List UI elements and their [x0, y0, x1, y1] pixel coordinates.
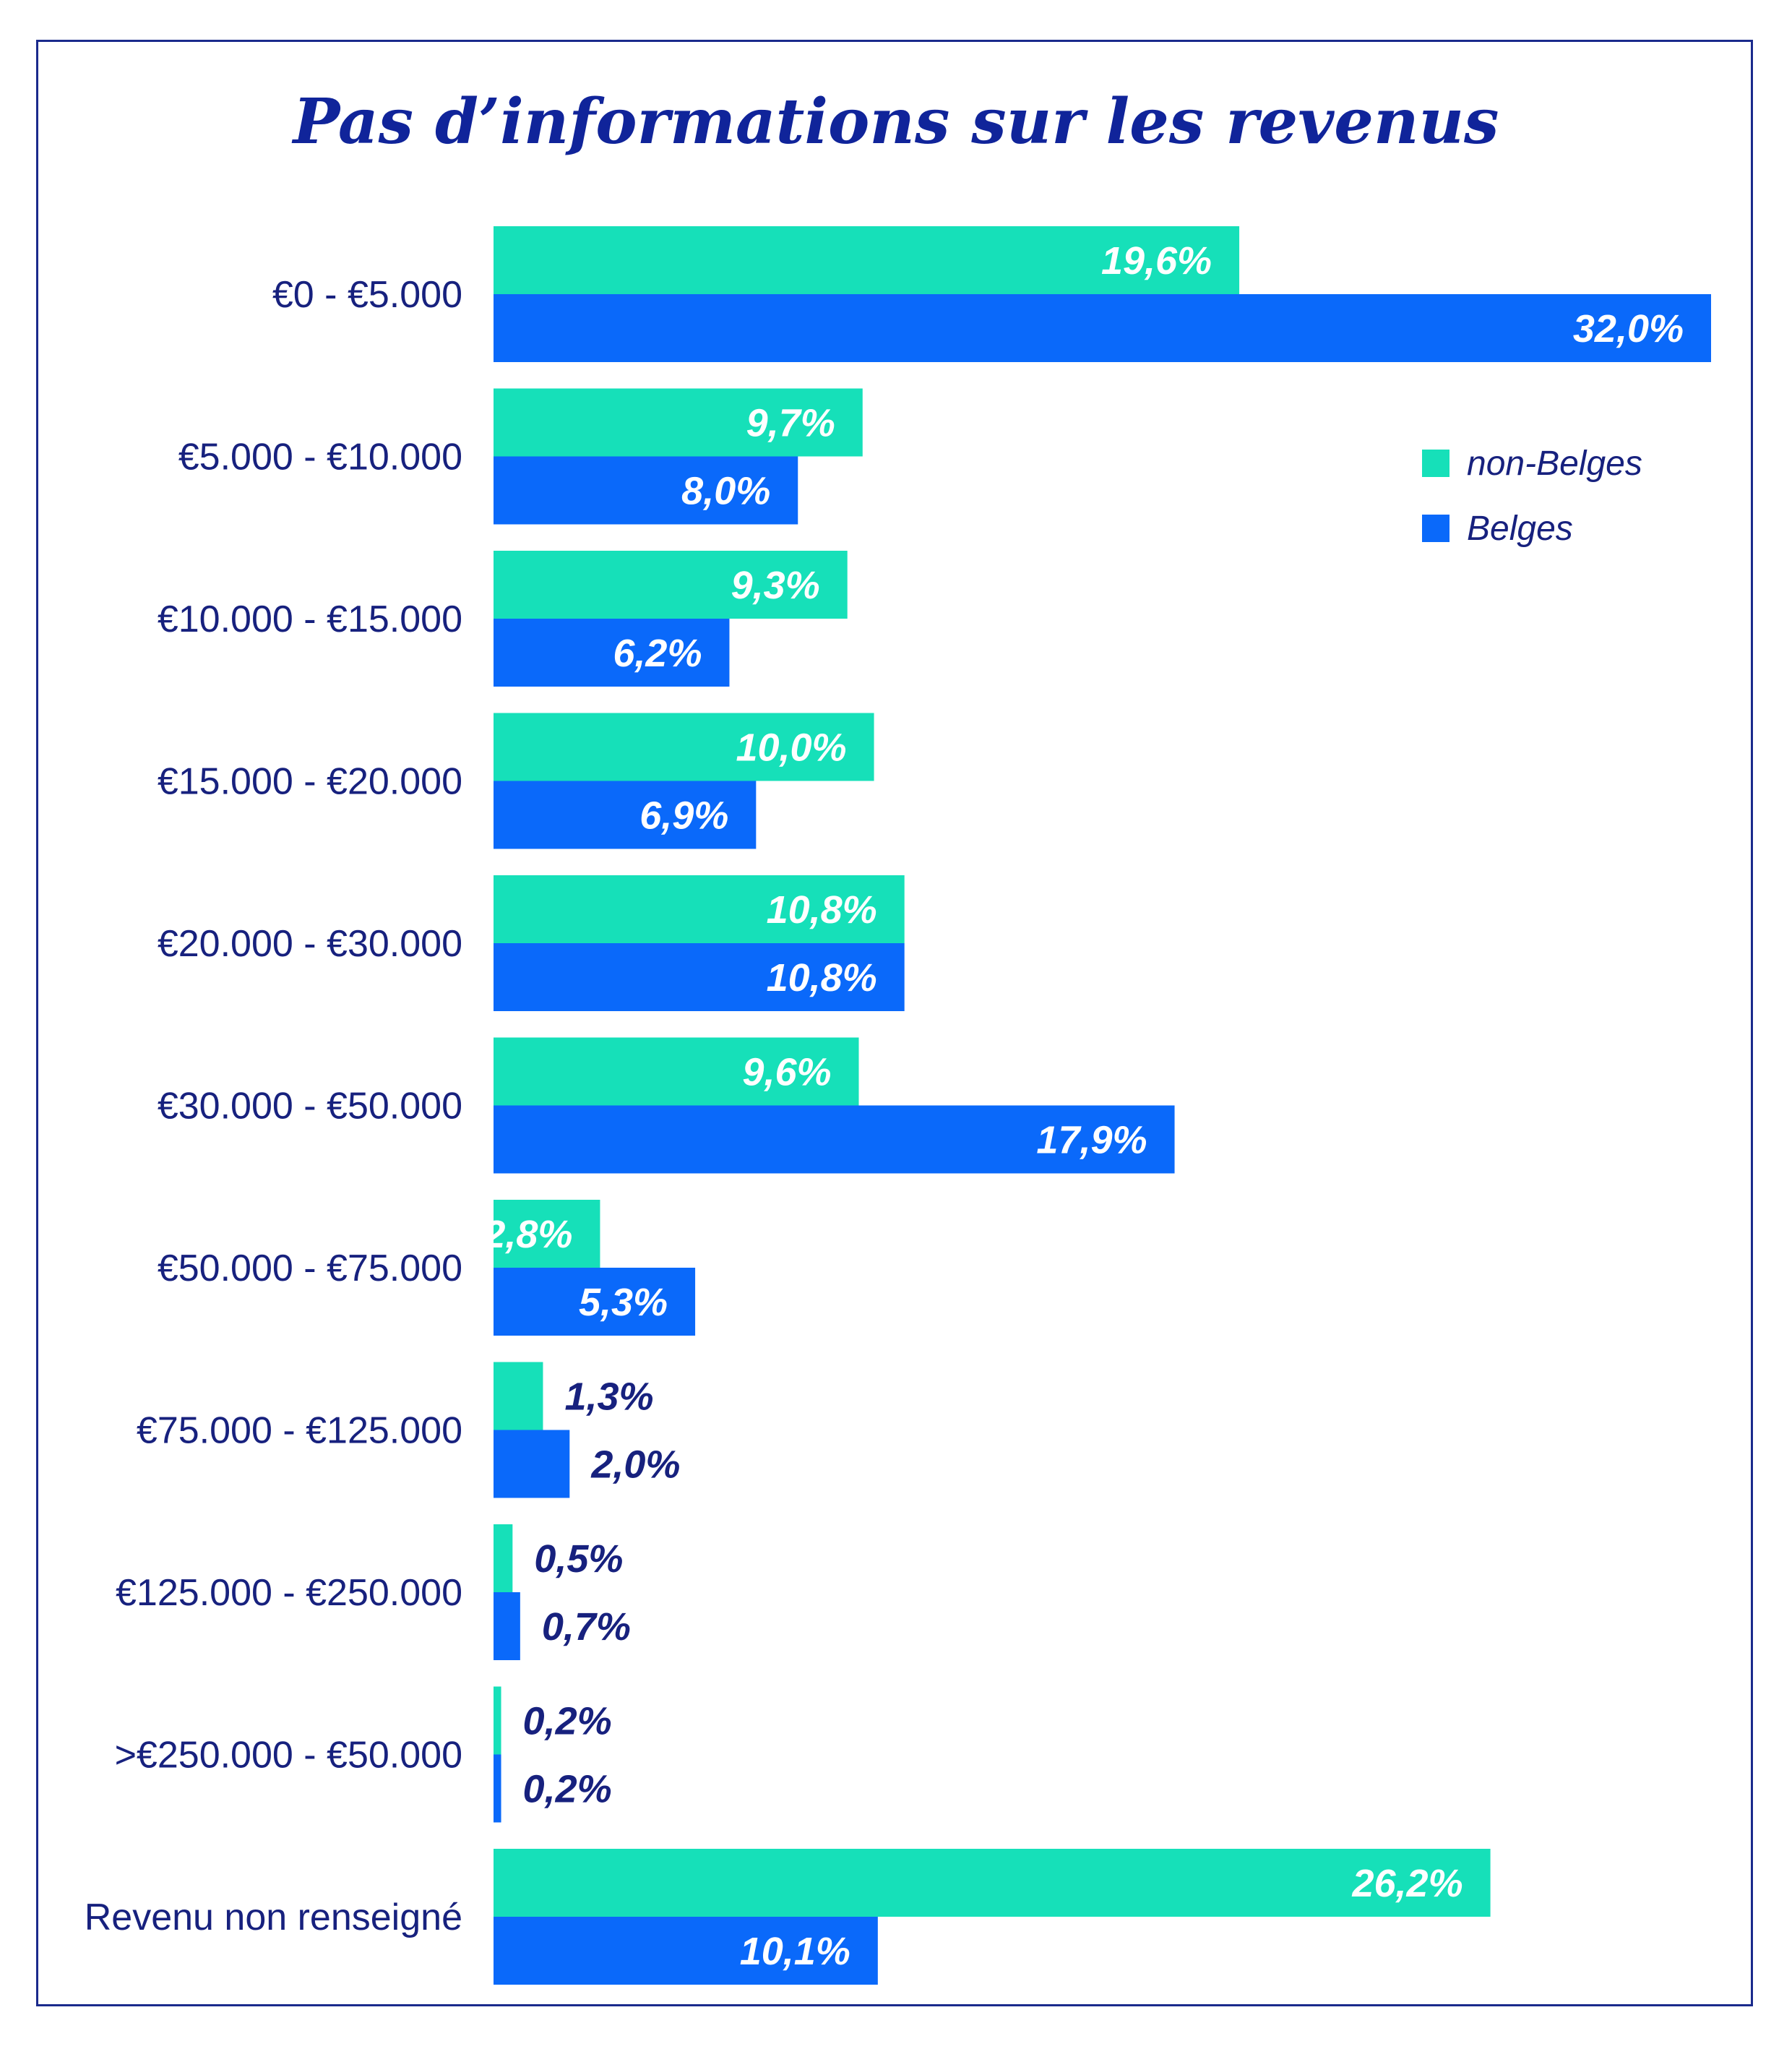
data-label: 6,9% [639, 794, 728, 838]
bar-non-belges [494, 1849, 1491, 1917]
bar-non-belges [494, 226, 1240, 294]
bar-belges [494, 1268, 696, 1336]
data-label: 10,8% [767, 888, 877, 932]
data-label: 19,6% [1101, 239, 1212, 283]
data-label: 1,3% [564, 1375, 653, 1419]
data-label: 0,7% [542, 1605, 631, 1649]
bar-non-belges [494, 875, 905, 943]
bar-belges [494, 619, 730, 687]
data-label: 10,0% [736, 726, 846, 770]
category-label: €5.000 - €10.000 [178, 437, 462, 478]
bar-belges [494, 1917, 878, 1985]
category-label: €75.000 - €125.000 [137, 1410, 462, 1452]
category-label: €0 - €5.000 [272, 274, 462, 316]
bar-belges [494, 456, 798, 525]
bar-non-belges [494, 388, 863, 457]
data-label: 2,8% [483, 1213, 572, 1256]
data-label: 26,2% [1351, 1862, 1463, 1905]
bar-non-belges [494, 1200, 600, 1268]
category-label: €10.000 - €15.000 [158, 598, 462, 640]
data-label: 9,7% [746, 402, 835, 445]
data-label: 0,5% [534, 1537, 623, 1581]
bar-non-belges [494, 551, 848, 619]
data-label: 9,3% [731, 564, 820, 607]
bar-non-belges [494, 1686, 501, 1755]
data-label: 8,0% [681, 470, 770, 513]
category-label: >€250.000 - €50.000 [115, 1735, 462, 1777]
bar-non-belges [494, 1362, 543, 1430]
category-label: €30.000 - €50.000 [158, 1086, 462, 1127]
bar-non-belges [494, 713, 874, 781]
bar-belges [494, 294, 1711, 362]
data-label: 17,9% [1036, 1119, 1147, 1162]
category-label: Revenu non renseigné [85, 1896, 462, 1938]
data-label: 32,0% [1573, 307, 1684, 351]
bar-belges [494, 1430, 570, 1498]
data-label: 0,2% [523, 1700, 612, 1743]
chart-title: Pas d’informations sur les revenus [293, 85, 1499, 158]
category-label: €125.000 - €250.000 [116, 1572, 462, 1614]
chart-frame [36, 40, 1753, 2006]
bar-non-belges [494, 1037, 859, 1106]
bar-belges [494, 1592, 520, 1660]
data-label: 6,2% [613, 632, 702, 675]
data-label: 10,1% [740, 1930, 850, 1973]
data-label: 0,2% [523, 1768, 612, 1811]
category-label: €20.000 - €30.000 [158, 923, 462, 965]
data-label: 10,8% [767, 956, 877, 1000]
data-label: 5,3% [579, 1281, 668, 1324]
category-label: €50.000 - €75.000 [158, 1247, 462, 1289]
bar-non-belges [494, 1524, 513, 1592]
legend-swatch-belges [1422, 515, 1449, 542]
legend-label: Belges [1467, 510, 1573, 548]
legend-swatch-non-belges [1422, 450, 1449, 477]
bar-belges [494, 1754, 501, 1823]
bar-belges [494, 943, 905, 1011]
bar-belges [494, 781, 757, 849]
category-label: €15.000 - €20.000 [158, 761, 462, 803]
data-label: 9,6% [742, 1051, 831, 1094]
data-label: 2,0% [590, 1443, 680, 1487]
legend-label: non-Belges [1467, 444, 1642, 483]
bar-belges [494, 1105, 1175, 1174]
